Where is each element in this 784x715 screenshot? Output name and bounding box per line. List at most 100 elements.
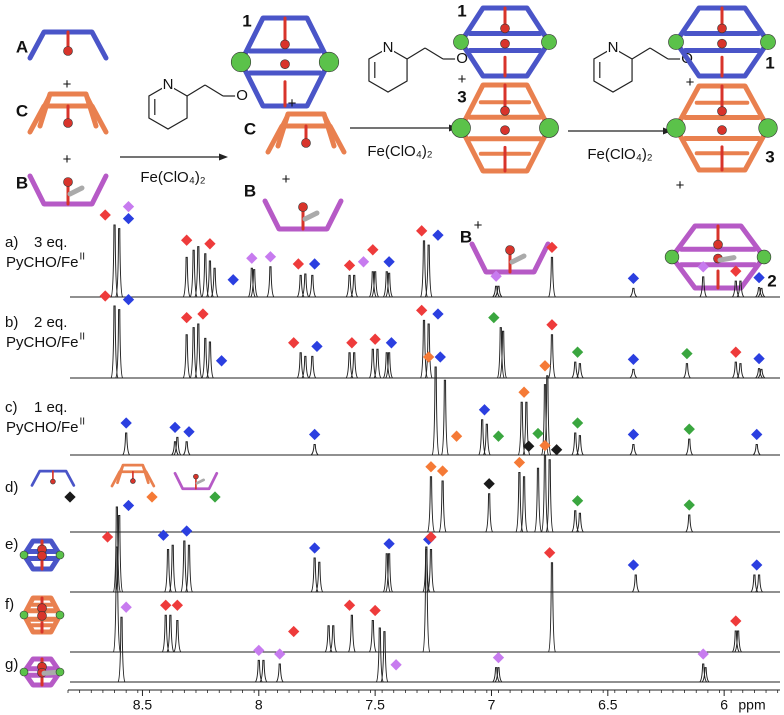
peak xyxy=(422,546,431,653)
peak-marker xyxy=(292,258,305,270)
ball xyxy=(500,38,510,49)
peak-marker xyxy=(357,256,370,268)
peak xyxy=(368,620,377,653)
scheme-label: B xyxy=(16,173,28,192)
tube xyxy=(280,112,290,128)
peak-marker xyxy=(122,293,135,306)
row-reagent: PyCHO/Fe xyxy=(6,334,79,351)
peak-marker xyxy=(120,601,132,613)
ball xyxy=(19,667,29,677)
peak xyxy=(112,506,121,593)
peak-marker xyxy=(518,386,530,398)
ball xyxy=(301,138,311,148)
peak-marker xyxy=(543,547,556,559)
ball xyxy=(500,125,510,135)
ball xyxy=(717,38,727,49)
legend-marker xyxy=(64,491,76,503)
ball xyxy=(280,39,290,50)
scheme-label: B xyxy=(460,227,472,246)
peak-marker xyxy=(730,346,742,358)
peak-marker xyxy=(532,427,544,440)
peak xyxy=(757,368,766,379)
peak-marker xyxy=(683,499,695,511)
peak-marker xyxy=(546,319,558,331)
peak xyxy=(210,267,219,298)
peak-marker xyxy=(697,261,709,273)
peak-marker xyxy=(181,525,193,537)
tube xyxy=(509,253,527,265)
peak xyxy=(629,287,638,298)
n-bg xyxy=(607,41,619,55)
scheme-label: A xyxy=(16,37,28,56)
tube xyxy=(275,111,337,149)
atom-n: N xyxy=(383,39,394,56)
peak-marker xyxy=(288,625,300,638)
peak xyxy=(576,363,584,379)
peak xyxy=(117,616,126,683)
peak-marker xyxy=(416,304,428,317)
peak xyxy=(427,549,435,593)
peak xyxy=(266,266,275,298)
peak-marker xyxy=(753,352,765,365)
peak-marker xyxy=(539,439,551,452)
peak xyxy=(350,274,359,298)
peak-marker xyxy=(308,258,321,270)
peak-marker xyxy=(99,209,111,221)
peak-marker xyxy=(311,340,323,353)
peak xyxy=(576,435,584,456)
peak-marker xyxy=(264,251,277,263)
peak-marker xyxy=(683,423,695,435)
peak-marker xyxy=(120,417,132,429)
peak xyxy=(520,476,529,533)
peak xyxy=(168,544,177,593)
peak-marker xyxy=(483,478,495,490)
peak xyxy=(385,553,394,593)
peak xyxy=(685,438,694,456)
row-text: 2 eq. xyxy=(34,314,67,331)
ball xyxy=(298,202,308,212)
x-axis-label: ppm xyxy=(738,697,765,713)
peak xyxy=(112,546,121,653)
ball xyxy=(193,473,199,480)
ball xyxy=(500,23,510,34)
peak-marker xyxy=(751,428,763,441)
peak xyxy=(438,480,447,533)
x-tick-label: 7.5 xyxy=(365,697,385,713)
tube xyxy=(37,91,99,129)
ball xyxy=(717,125,727,135)
tube xyxy=(41,669,61,676)
peak xyxy=(308,355,317,379)
peak-marker xyxy=(432,308,444,320)
peak xyxy=(194,246,203,298)
peak xyxy=(380,631,389,683)
peak xyxy=(185,544,193,593)
row-label: a) xyxy=(5,234,18,251)
peak-marker xyxy=(450,430,463,442)
ball xyxy=(280,59,290,69)
peak-marker xyxy=(367,244,379,256)
peak xyxy=(485,493,494,533)
peak-marker xyxy=(99,290,111,302)
atom-o: O xyxy=(236,87,248,104)
tube xyxy=(42,92,52,108)
scheme-label: 1 xyxy=(765,53,774,72)
peak-marker xyxy=(422,351,435,363)
peak-marker xyxy=(308,542,321,554)
peak-marker xyxy=(122,212,135,225)
row-label: d) xyxy=(5,479,18,496)
peak xyxy=(382,271,391,298)
peak xyxy=(755,368,763,379)
ball xyxy=(717,23,727,34)
peak xyxy=(440,379,449,456)
peak-marker xyxy=(539,360,551,372)
peak xyxy=(275,663,284,683)
peak-marker xyxy=(434,351,446,363)
peak xyxy=(482,423,491,456)
peak-marker xyxy=(274,648,286,660)
peak-marker xyxy=(571,346,584,358)
peak-marker xyxy=(478,404,491,416)
ball xyxy=(63,177,73,187)
peak-marker xyxy=(436,465,449,477)
scheme-label: B xyxy=(244,181,256,200)
peak xyxy=(545,459,554,533)
